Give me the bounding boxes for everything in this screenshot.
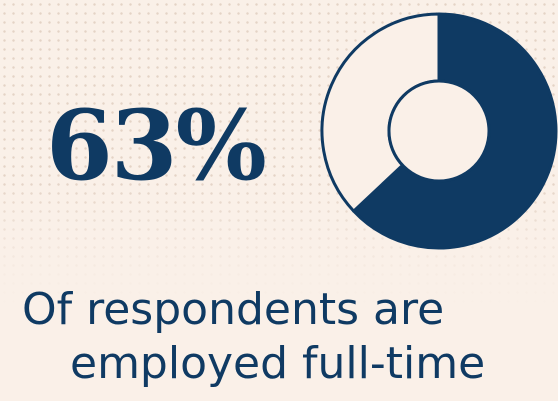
percentage-value: 63% bbox=[46, 89, 267, 202]
caption: Of respondents are employed full-time bbox=[0, 283, 558, 391]
caption-line-1: Of respondents are bbox=[22, 284, 445, 335]
caption-line-2: employed full-time bbox=[70, 338, 486, 389]
donut-hole bbox=[387, 79, 491, 183]
